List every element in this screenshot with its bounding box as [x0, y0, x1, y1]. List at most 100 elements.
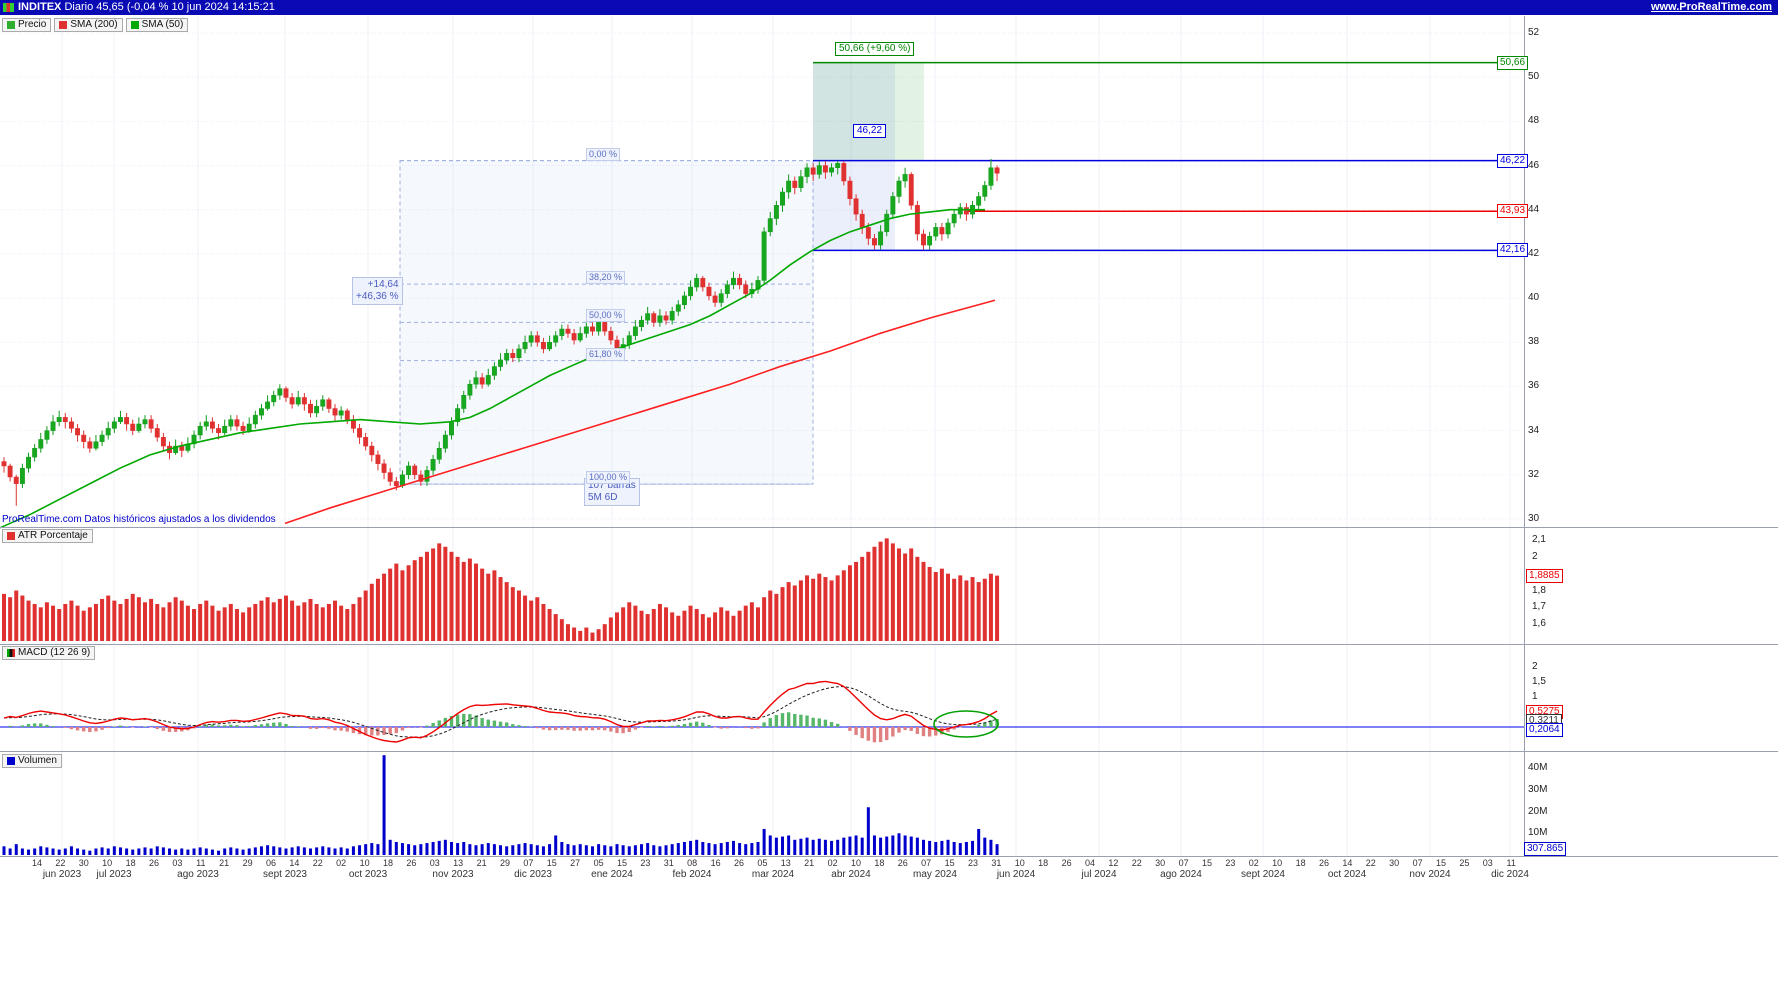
volume-bar	[578, 844, 582, 855]
price-level-value-box[interactable]: 43,93	[1497, 204, 1529, 219]
atr-bar	[406, 565, 411, 641]
atr-bar	[841, 570, 846, 641]
atr-bar	[75, 605, 80, 641]
candle-body	[688, 286, 694, 297]
atr-bar	[768, 590, 773, 641]
price-legend-chip-1[interactable]: SMA (200)	[54, 18, 123, 32]
price-axis-label: 40	[1528, 292, 1540, 304]
macd-histogram-bar	[566, 727, 570, 730]
macd-histogram-bar	[81, 727, 86, 732]
atr-bar	[565, 624, 570, 641]
volume-bar	[315, 847, 319, 855]
volume-bar	[909, 836, 913, 855]
macd-axis-label: 1	[1532, 691, 1538, 702]
macd-histogram-bar	[756, 727, 760, 729]
candle-body	[571, 333, 577, 341]
atr-bar	[63, 603, 68, 641]
date-day-label: 10	[1272, 858, 1283, 868]
atr-bar	[835, 575, 840, 641]
atr-bar	[535, 597, 540, 641]
atr-legend-chip[interactable]: ATR Porcentaje	[2, 529, 93, 543]
volume-axis-label: 20M	[1528, 805, 1548, 817]
price-legend-chip-2[interactable]: SMA (50)	[125, 18, 189, 32]
atr-bar	[302, 602, 307, 641]
atr-bar	[633, 605, 638, 641]
candle-body	[81, 434, 87, 442]
date-day-label: 14	[289, 858, 300, 868]
atr-bar	[161, 607, 166, 641]
volume-bar	[20, 848, 24, 855]
volume-bar	[523, 843, 527, 855]
volume-bar	[376, 844, 380, 855]
volume-bar	[842, 837, 846, 855]
attribution-text: Datos históricos ajustados a los dividen…	[81, 514, 276, 525]
price-axis-label: 34	[1528, 424, 1540, 436]
macd-histogram-bar	[143, 726, 147, 727]
volume-bar	[836, 839, 840, 855]
volume-axis-label: 10M	[1528, 827, 1548, 839]
price-legend-chip-0[interactable]: Precio	[2, 18, 52, 32]
candle-body	[792, 180, 798, 188]
atr-bar	[57, 609, 62, 641]
volume-bar	[646, 843, 650, 855]
prorealtime-link[interactable]: www.ProRealTime.com	[1650, 1, 1772, 13]
atr-axis-label: 2	[1532, 550, 1538, 562]
macd-legend-chip[interactable]: MACD (12 26 9)	[2, 646, 96, 660]
candle-body	[681, 295, 687, 305]
macd-histogram-bar	[872, 727, 877, 743]
volume-bar	[449, 841, 453, 855]
atr-bar	[124, 598, 129, 641]
macd-histogram-bar	[517, 725, 521, 727]
volume-legend-chip[interactable]: Volumen	[2, 754, 62, 768]
volume-bar	[474, 845, 478, 855]
date-day-label: 03	[1482, 858, 1493, 868]
macd-histogram-bar	[272, 722, 276, 727]
macd-histogram-bar	[124, 726, 129, 727]
macd-histogram-bar	[903, 727, 907, 731]
atr-bar	[903, 553, 908, 641]
candle-body	[338, 410, 344, 416]
macd-histogram-bar	[468, 714, 472, 727]
candle-body	[87, 441, 93, 449]
candle-body	[7, 465, 13, 478]
price-level-value-box[interactable]: 42,16	[1497, 243, 1529, 258]
date-day-label: 02	[1248, 858, 1259, 868]
price-level-value-box[interactable]: 50,66	[1497, 55, 1529, 70]
series-color-icon	[7, 21, 15, 29]
atr-bar	[87, 607, 92, 641]
resistance-level-label[interactable]: 46,22	[853, 124, 887, 138]
price-level-value-box[interactable]: 46,22	[1497, 153, 1529, 168]
atr-bar	[449, 551, 454, 641]
macd-histogram-bar	[8, 725, 12, 727]
volume-bar	[830, 840, 834, 855]
attribution-brand[interactable]: ProRealTime.com	[2, 514, 82, 525]
macd-histogram-bar	[762, 722, 766, 727]
atr-bar	[645, 614, 650, 641]
candle-body	[412, 465, 418, 476]
candle-body	[927, 235, 933, 246]
macd-histogram-bar	[462, 713, 466, 727]
chart-title-details: Diario 45,65 (-0,04 % 10 jun 2024 14:15:…	[61, 1, 275, 13]
volume-bar	[823, 839, 827, 855]
volume-bar	[155, 846, 159, 855]
volume-bar	[186, 849, 190, 855]
atr-bar	[155, 603, 160, 641]
volume-bar	[394, 841, 398, 855]
macd-histogram-bar	[400, 727, 405, 731]
volume-bar	[511, 845, 515, 855]
candle-body	[136, 423, 142, 431]
macd-histogram-bar	[547, 727, 552, 731]
fib-level-label: 38,20 %	[586, 271, 626, 285]
atr-bar	[400, 570, 405, 641]
volume-bar	[425, 843, 429, 855]
volume-bar	[652, 845, 656, 855]
atr-bar	[958, 575, 963, 641]
candle-body	[473, 377, 479, 385]
header-bar: INDITEX Diario 45,65 (-0,04 % 10 jun 202…	[0, 0, 1778, 15]
atr-bar	[572, 627, 577, 641]
atr-bar	[823, 577, 828, 641]
resistance-target-label[interactable]: 50,66 (+9,60 %)	[835, 42, 915, 56]
candle-body	[547, 342, 553, 350]
fib-range-pct: +46,36 %	[356, 291, 399, 302]
